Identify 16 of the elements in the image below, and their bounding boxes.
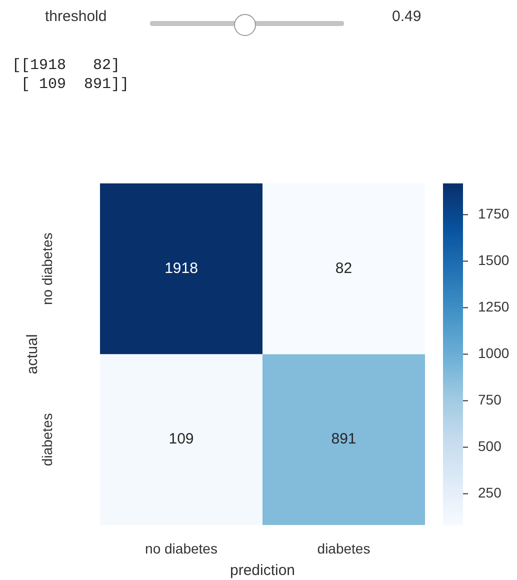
data-label: 891 [331,430,356,448]
x-axis-title: prediction [230,562,296,580]
color-bar-label: 500 [478,438,502,454]
text: threshold [45,8,107,25]
text: [[1918 82] [ 109 891]] [12,56,130,94]
y-axis-title: actual [24,334,42,374]
color-bar-label: 1750 [478,206,510,222]
data-label: 109 [168,430,194,448]
color-bar-label: 750 [478,392,502,408]
color-bar-label: 250 [478,484,502,501]
color-bar-label: 1500 [478,252,510,268]
data-label: 1918 [164,260,198,277]
data-label: 82 [335,260,352,277]
color-bar-label: 1250 [478,298,510,315]
color-bar-label: 1000 [478,345,510,362]
text: 0.49 [392,8,422,25]
